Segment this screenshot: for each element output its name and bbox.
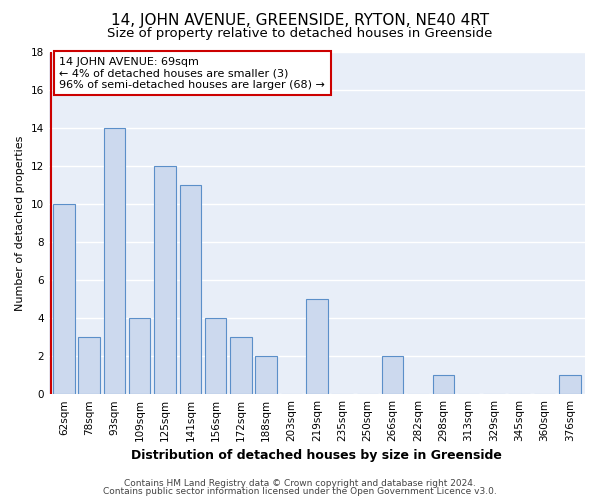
Bar (179, 185, 201, 394)
Bar (79, 337, 100, 394)
Bar (230, 337, 251, 394)
Bar (433, 375, 454, 394)
Text: Contains public sector information licensed under the Open Government Licence v3: Contains public sector information licen… (103, 487, 497, 496)
Bar (256, 356, 277, 394)
X-axis label: Distribution of detached houses by size in Greenside: Distribution of detached houses by size … (131, 450, 502, 462)
Bar (382, 356, 403, 394)
Bar (104, 128, 125, 394)
Text: 14, JOHN AVENUE, GREENSIDE, RYTON, NE40 4RT: 14, JOHN AVENUE, GREENSIDE, RYTON, NE40 … (111, 12, 489, 28)
Bar (129, 318, 151, 394)
Y-axis label: Number of detached properties: Number of detached properties (15, 135, 25, 310)
Text: Size of property relative to detached houses in Greenside: Size of property relative to detached ho… (107, 28, 493, 40)
Bar (53, 204, 74, 394)
Text: 14 JOHN AVENUE: 69sqm
← 4% of detached houses are smaller (3)
96% of semi-detach: 14 JOHN AVENUE: 69sqm ← 4% of detached h… (59, 56, 325, 90)
Bar (154, 166, 176, 394)
Text: Contains HM Land Registry data © Crown copyright and database right 2024.: Contains HM Land Registry data © Crown c… (124, 478, 476, 488)
Bar (306, 299, 328, 394)
Bar (205, 318, 226, 394)
Bar (559, 375, 581, 394)
